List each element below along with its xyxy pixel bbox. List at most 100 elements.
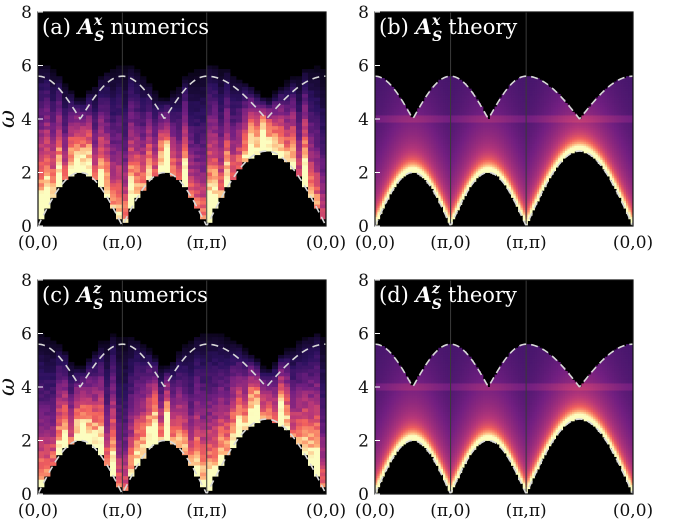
heatmap-cell — [379, 181, 383, 184]
heatmap-cell — [86, 140, 93, 145]
heatmap-cell — [86, 136, 93, 141]
heatmap-cell — [391, 117, 395, 120]
heatmap-cell — [158, 158, 165, 163]
heatmap-cell — [278, 86, 285, 91]
heatmap-cell — [450, 154, 453, 157]
heatmap-cell — [431, 145, 435, 148]
heatmap-cell — [485, 149, 488, 152]
heatmap-cell — [398, 111, 402, 115]
heatmap-cell — [212, 79, 219, 84]
heatmap-cell — [433, 94, 437, 97]
heatmap-cell — [382, 188, 385, 191]
heatmap-cell — [152, 165, 159, 170]
heatmap-cell — [443, 104, 446, 107]
heatmap-cell — [501, 176, 505, 179]
heatmap-cell — [393, 129, 397, 132]
heatmap-cell — [520, 177, 524, 181]
heatmap-cell — [496, 147, 500, 150]
heatmap-cell — [396, 102, 399, 106]
heatmap-cell — [382, 161, 385, 164]
heatmap-cell — [445, 204, 449, 207]
heatmap-cell — [482, 119, 486, 122]
heatmap-cell — [520, 158, 524, 161]
heatmap-cell — [471, 113, 474, 116]
heatmap-cell — [74, 97, 81, 102]
heatmap-cell — [464, 110, 467, 113]
heatmap-cell — [391, 106, 395, 109]
heatmap-cell — [194, 151, 201, 156]
heatmap-cell — [386, 88, 390, 91]
heatmap-cell — [212, 158, 219, 163]
heatmap-cell — [518, 158, 521, 161]
heatmap-cell — [308, 115, 315, 120]
heatmap-cell — [508, 126, 512, 129]
heatmap-cell — [296, 101, 303, 106]
heatmap-cell — [504, 177, 507, 181]
heatmap-cell — [140, 176, 147, 181]
heatmap-cell — [158, 143, 165, 148]
heatmap-cell — [518, 86, 521, 90]
heatmap-cell — [38, 183, 45, 188]
heatmap-cell — [513, 126, 517, 129]
heatmap-cell — [194, 197, 201, 202]
heatmap-cell — [384, 170, 388, 173]
heatmap-cell — [515, 135, 519, 138]
heatmap-cell — [200, 201, 207, 205]
heatmap-cell — [218, 115, 225, 120]
heatmap-cell — [206, 104, 213, 109]
heatmap-cell — [396, 113, 399, 116]
heatmap-cell — [308, 172, 315, 177]
heatmap-cell — [443, 92, 446, 95]
heatmap-cell — [62, 133, 69, 138]
heatmap-cell — [386, 119, 390, 122]
heatmap-cell — [98, 104, 105, 109]
heatmap-cell — [308, 165, 315, 170]
heatmap-cell — [447, 204, 451, 207]
heatmap-cell — [182, 101, 189, 106]
heatmap-cell — [438, 145, 442, 148]
heatmap-cell — [433, 88, 437, 91]
heatmap-cell — [391, 156, 395, 159]
heatmap-cell — [254, 119, 261, 123]
heatmap-cell — [499, 140, 503, 143]
heatmap-cell — [417, 140, 420, 143]
heatmap-cell — [468, 152, 472, 156]
heatmap-cell — [452, 129, 456, 132]
heatmap-cell — [152, 172, 159, 177]
heatmap-cell — [421, 106, 425, 109]
heatmap-cell — [410, 143, 413, 147]
heatmap-cell — [499, 160, 503, 163]
heatmap-cell — [447, 184, 451, 188]
heatmap-cell — [314, 143, 321, 148]
heatmap-cell — [443, 111, 446, 115]
heatmap-cell — [421, 143, 425, 147]
heatmap-cell — [452, 86, 456, 90]
heatmap-cell — [419, 136, 423, 140]
heatmap-cell — [224, 119, 231, 123]
heatmap-cell — [494, 131, 498, 134]
heatmap-cell — [302, 90, 309, 95]
heatmap-cell — [431, 165, 435, 168]
heatmap-cell — [480, 143, 484, 147]
heatmap-cell — [440, 90, 444, 93]
heatmap-cell — [182, 154, 189, 159]
heatmap-cell — [518, 142, 521, 145]
heatmap-cell — [405, 152, 409, 156]
heatmap-cell — [110, 190, 117, 195]
heatmap-cell — [38, 119, 45, 123]
heatmap-cell — [386, 115, 390, 118]
heatmap-cell — [224, 151, 231, 156]
heatmap-cell — [382, 81, 385, 84]
heatmap-cell — [230, 119, 237, 123]
heatmap-cell — [104, 140, 111, 145]
heatmap-cell — [473, 135, 477, 138]
heatmap-cell — [475, 101, 479, 104]
heatmap-cell — [389, 160, 392, 163]
heatmap-cell — [480, 140, 484, 143]
heatmap-cell — [501, 138, 505, 141]
heatmap-cell — [440, 168, 444, 172]
heatmap-cell — [382, 120, 385, 123]
heatmap-cell — [384, 106, 388, 109]
heatmap-cell — [104, 101, 111, 106]
heatmap-cell — [50, 133, 57, 138]
